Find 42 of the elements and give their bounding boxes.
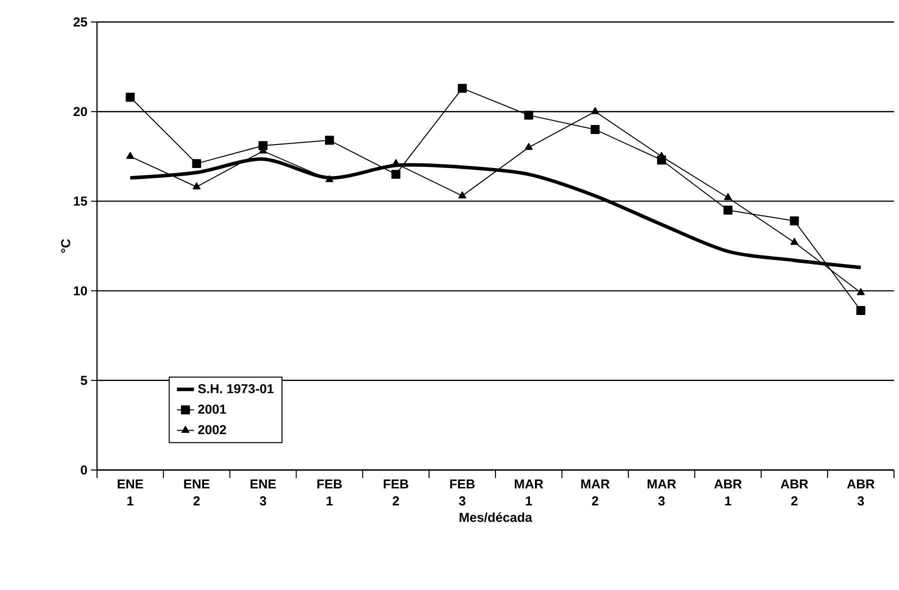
point: [524, 142, 533, 150]
y-tick-label: 5: [80, 376, 88, 385]
x-axis-title: Mes/década: [460, 512, 532, 522]
x-tick-label: MAR 2: [581, 480, 610, 506]
x-tick-label: ENE 1: [118, 480, 144, 506]
y-tick-label: 0: [80, 465, 87, 475]
point: [524, 110, 534, 120]
x-tick-label: ABR 3: [847, 480, 875, 506]
point: [126, 92, 135, 102]
y-tick-label: 25: [74, 17, 88, 27]
point: [326, 175, 334, 182]
x-tick-label: FEB 1: [317, 480, 342, 506]
point: [458, 84, 467, 93]
point: [591, 107, 600, 114]
y-tick-label: 15: [74, 196, 88, 206]
x-tick-label: FEB 2: [384, 480, 408, 506]
point: [126, 152, 134, 159]
point: [723, 206, 732, 215]
y-tick-label: 10: [74, 286, 87, 296]
point: [324, 136, 334, 145]
point: [856, 306, 866, 315]
x-tick-label: FEB 3: [450, 480, 475, 506]
legend-label: S.H. 1973-01: [198, 384, 274, 394]
point: [724, 193, 732, 200]
point: [192, 159, 202, 168]
point: [590, 125, 600, 134]
point: [790, 238, 798, 245]
x-tick-label: MAR 1: [514, 480, 544, 506]
x-tick-label: MAR 3: [648, 480, 676, 506]
legend-label: 2001: [198, 404, 226, 414]
y-axis-title: °C: [61, 239, 70, 253]
legend-label: 2002: [198, 425, 226, 434]
point: [790, 216, 799, 226]
x-tick-label: ABR 2: [780, 480, 808, 506]
point: [391, 170, 400, 179]
x-tick-label: ENE 3: [250, 480, 276, 506]
point: [856, 288, 865, 296]
point: [458, 191, 466, 198]
point: [192, 182, 201, 190]
x-tick-label: ENE 2: [184, 480, 210, 506]
y-tick-label: 20: [74, 107, 87, 116]
x-tick-label: ABR 1: [714, 480, 742, 506]
